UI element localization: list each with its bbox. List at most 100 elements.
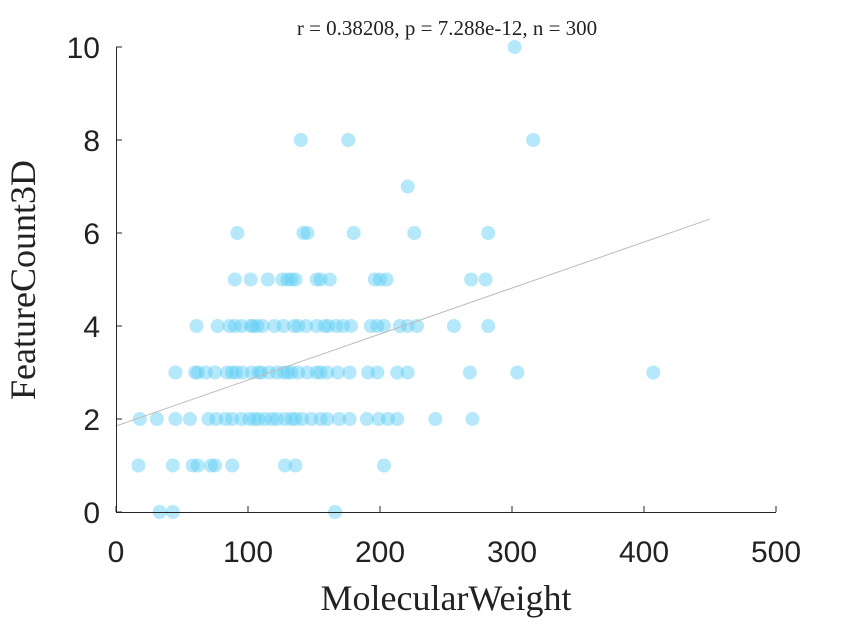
data-point [234,412,249,426]
data-point [332,412,347,426]
data-point [222,319,237,333]
data-point [201,412,216,426]
data-point [336,319,350,333]
data-point [400,319,415,333]
data-point [284,272,299,287]
data-point [464,272,479,287]
data-point [267,319,282,333]
data-point [344,319,358,333]
data-point [288,412,303,426]
data-point [465,412,480,426]
data-point [218,412,233,426]
data-point [296,226,311,240]
data-point [400,179,415,194]
data-point [304,412,319,426]
data-point [250,319,265,333]
data-point [255,319,270,333]
data-point [309,272,324,287]
data-point [229,365,244,380]
data-point [210,319,225,333]
data-point [190,365,205,380]
data-point [320,365,335,380]
data-point [288,458,303,473]
data-point [260,272,275,287]
data-point [270,412,284,426]
data-point [359,412,374,426]
data-point [446,319,461,333]
y-tick-label: 0 [83,497,100,530]
data-point [219,365,234,380]
data-point [247,412,262,426]
data-point [481,226,496,240]
data-point [254,365,269,380]
y-axis-label: FeatureCount3D [3,160,43,400]
data-point [313,365,328,380]
y-tick-label: 4 [83,311,100,344]
data-point [208,365,222,380]
data-point [507,40,522,54]
data-point [227,272,242,287]
data-point [299,319,314,333]
trendline-layer [115,218,711,427]
y-tick-label: 10 [67,32,100,65]
data-point [204,458,218,473]
data-point [131,458,146,473]
data-point [330,365,345,380]
y-ticks: 0 2 4 6 8 10 [67,32,122,530]
data-point [373,272,387,287]
data-point [227,319,242,333]
data-point [243,319,258,333]
y-tick-label: 2 [83,404,100,437]
data-point [370,365,385,380]
y-tick-label: 8 [83,125,100,158]
data-point [243,272,258,287]
data-point [526,133,541,147]
x-tick-label: 300 [487,536,537,569]
data-point [313,412,328,426]
data-point [278,412,292,426]
data-point [346,226,361,240]
data-point [400,365,415,380]
data-point [321,319,336,333]
data-point [291,365,306,380]
data-point [322,272,337,287]
data-point [342,412,357,426]
data-point [258,412,273,426]
data-point [309,319,324,333]
data-point [251,365,266,380]
x-tick-label: 0 [108,536,125,569]
x-tick-label: 200 [355,536,405,569]
axes [116,47,776,513]
data-point [225,412,240,426]
data-point [341,133,356,147]
data-point [380,412,395,426]
data-point [235,365,250,380]
data-point [276,319,291,333]
data-point [367,272,382,287]
data-point [361,365,376,380]
data-point [168,412,183,426]
data-point [230,226,245,240]
data-point [462,365,477,380]
data-point [379,272,394,287]
data-point [481,319,496,333]
data-point [251,412,266,426]
chart-title: r = 0.38208, p = 7.288e-12, n = 300 [297,16,597,40]
x-tick-label: 100 [223,536,273,569]
data-point [278,458,292,473]
data-point [291,319,306,333]
data-point [225,365,240,380]
data-point [198,365,213,380]
data-point [295,412,310,426]
data-point [317,319,332,333]
data-point [377,319,391,333]
data-point [185,458,200,473]
x-axis-label: MolecularWeight [320,578,571,618]
data-point [234,319,249,333]
x-tick-label: 400 [619,536,669,569]
data-point [371,412,386,426]
data-point [363,319,378,333]
data-point [280,272,295,287]
data-point [149,412,164,426]
